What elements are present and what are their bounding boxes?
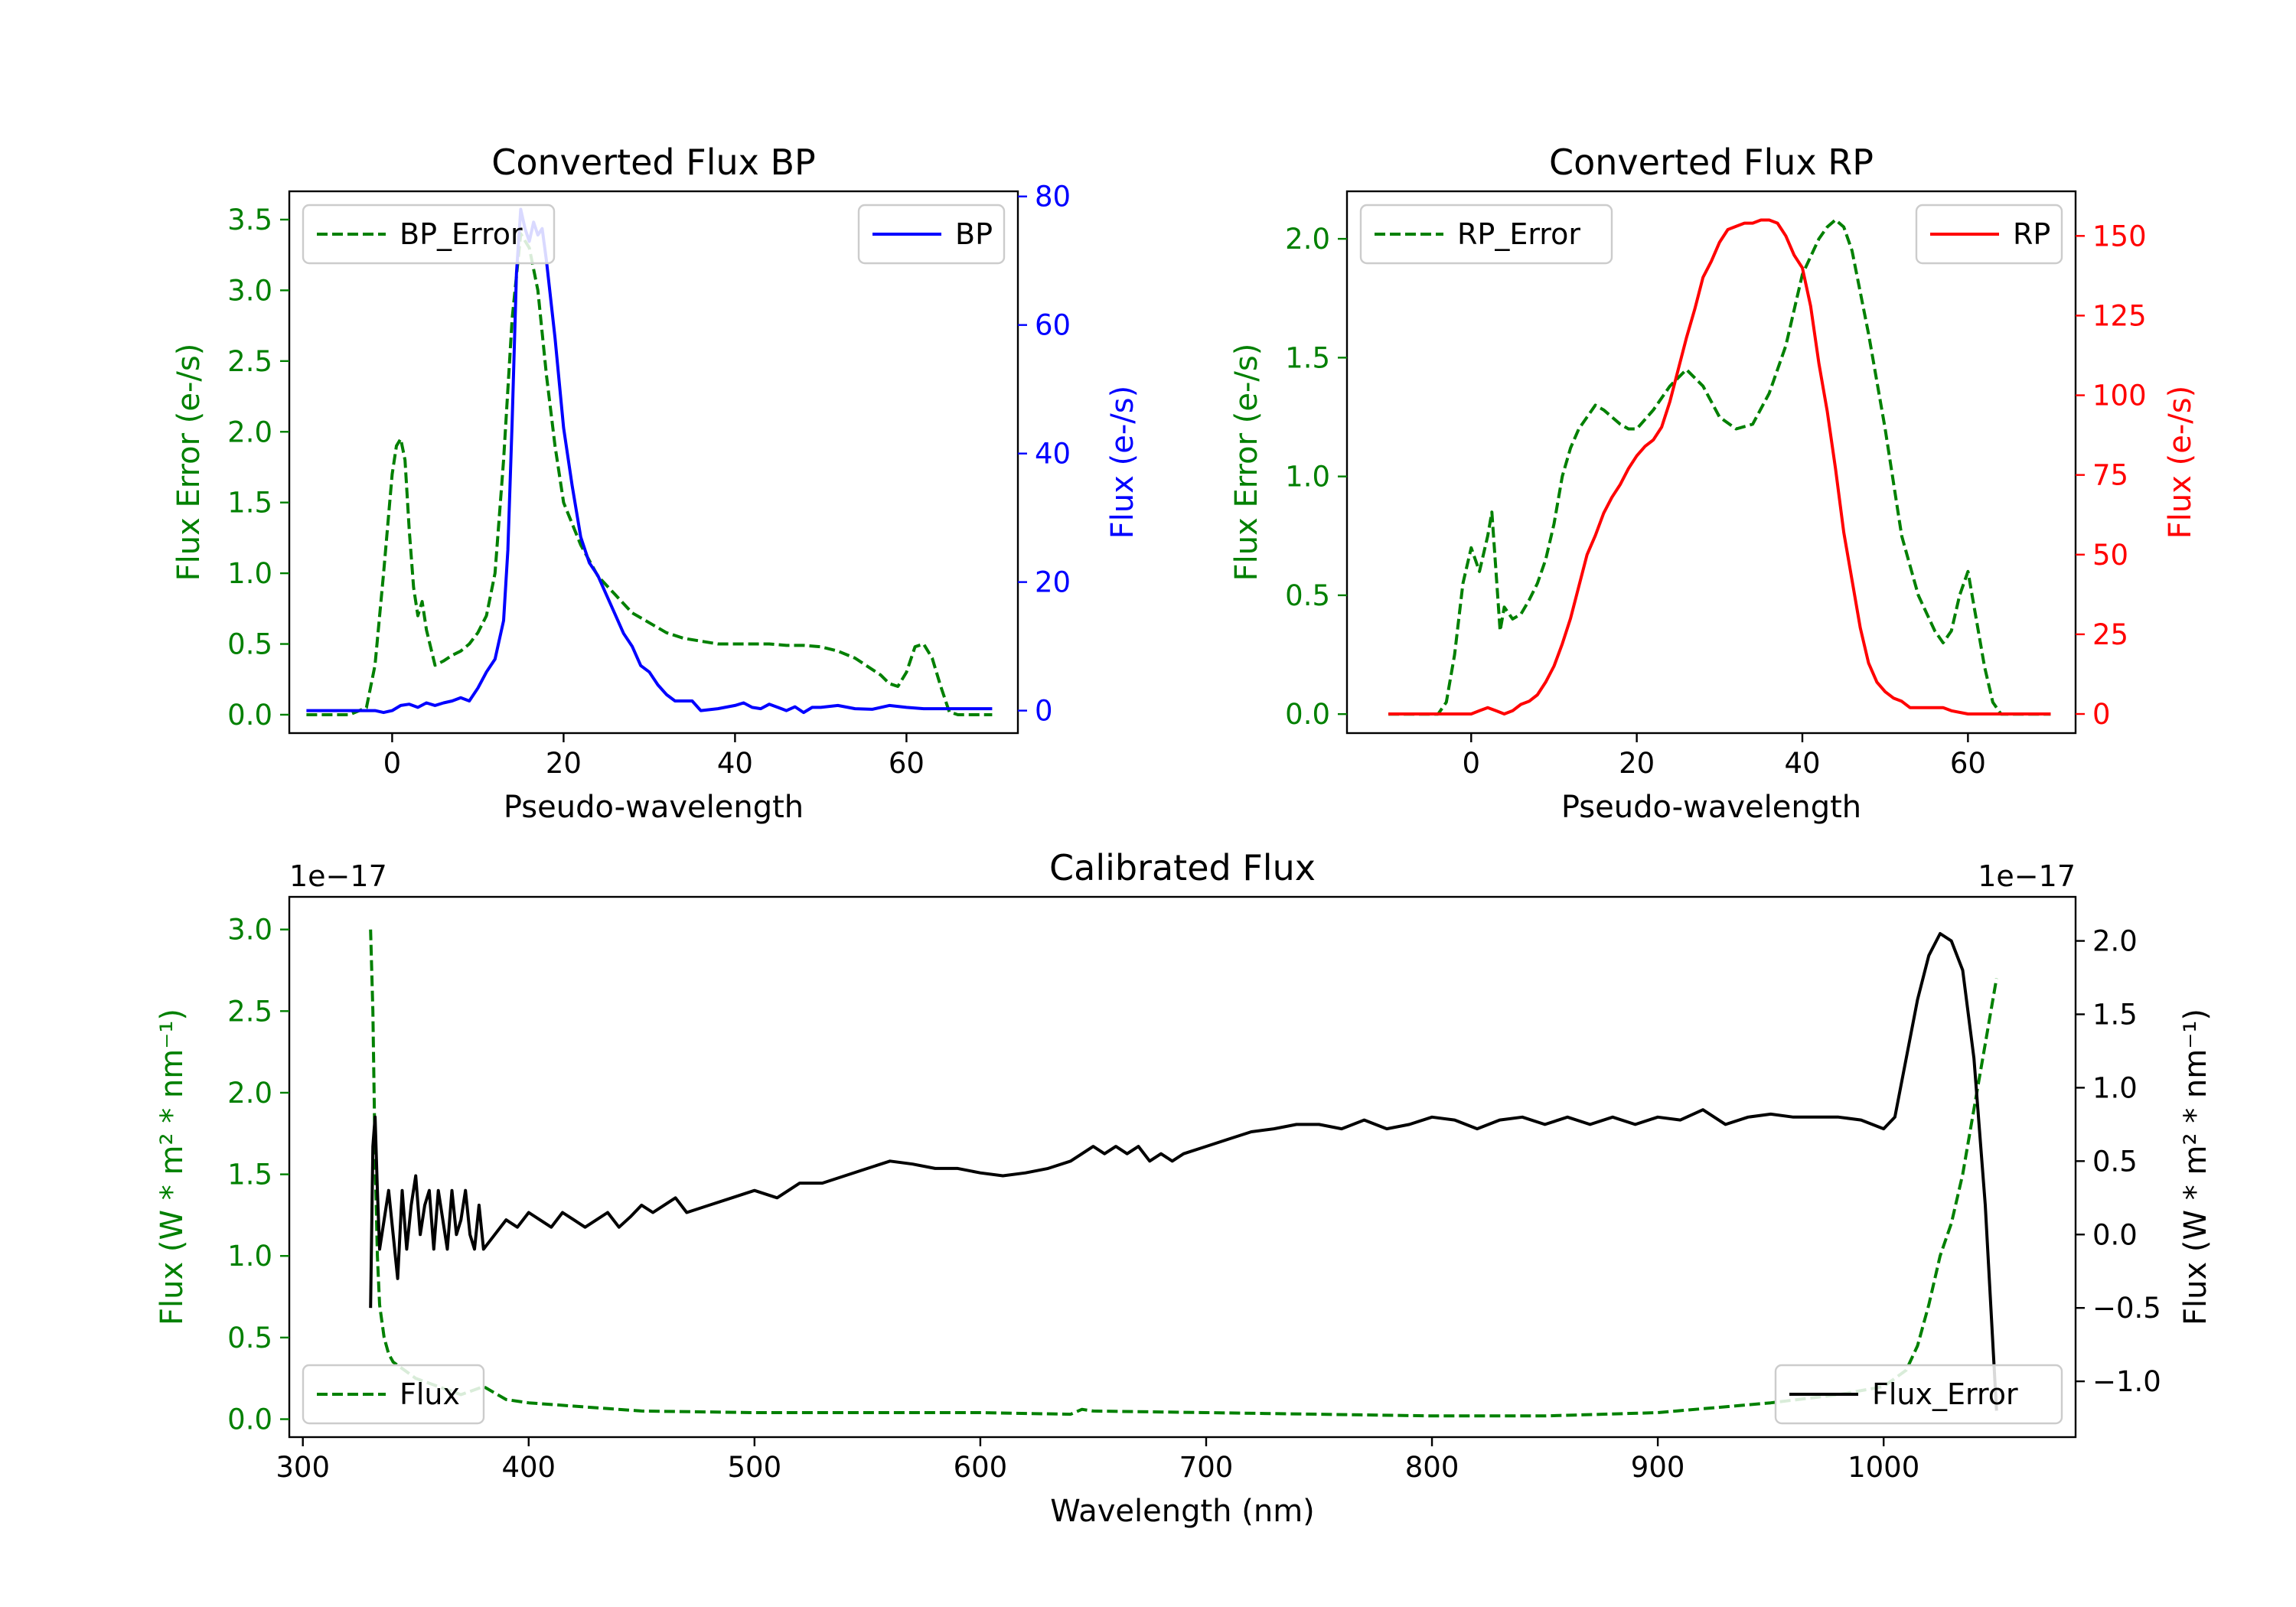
bp-chart: 0 20 40 60 0.0 0.5 1.0 1.5 2.0 2.5 3.0 3.5 0 20 40 60 80… <box>171 142 1140 825</box>
rp-ytick-right-label: 50 <box>2092 539 2128 572</box>
bp-xtick-label: 40 <box>717 747 753 780</box>
calibrated-ylabel-right: Flux (W * m² * nm⁻¹) <box>2178 1009 2213 1325</box>
rp-xtick-label: 20 <box>1619 747 1655 780</box>
bp-ytick-right-label: 80 <box>1035 181 1071 214</box>
calibrated-ytick-right-label: 0.5 <box>2092 1145 2138 1178</box>
bp-legend-left-label: BP_Error <box>400 217 523 251</box>
calibrated-ytick-left-label: 1.0 <box>227 1240 272 1273</box>
calibrated-axes-frame <box>288 895 2077 1439</box>
rp-ytick-right-label: 100 <box>2092 380 2147 412</box>
rp-legend-right-label: RP <box>2013 217 2050 251</box>
rp-ytick-right-label: 75 <box>2092 459 2128 492</box>
bp-ytick-left-label: 2.0 <box>227 416 272 448</box>
rp-ytick-right-label: 125 <box>2092 299 2147 332</box>
calibrated-legend-left: Flux <box>302 1364 485 1425</box>
calibrated-title: Calibrated Flux <box>1049 847 1316 888</box>
bp-series-bp <box>306 207 993 715</box>
rp-xtick-label: 40 <box>1784 747 1820 780</box>
bp-series-bp-error <box>306 232 993 716</box>
bp-legend-right-label: BP <box>955 217 993 251</box>
bp-legend-left-box <box>302 204 556 265</box>
calibrated-xtick-label: 500 <box>728 1451 782 1484</box>
rp-legend-right: RP <box>1915 204 2063 265</box>
rp-ytick-left-label: 1.0 <box>1285 461 1330 494</box>
calibrated-ytick-right-label: −0.5 <box>2092 1292 2161 1325</box>
calibrated-xtick-label: 1000 <box>1848 1451 1919 1484</box>
calibrated-xlabel: Wavelength (nm) <box>1050 1494 1315 1529</box>
rp-series-rp-error <box>1388 218 2051 716</box>
rp-xtick-label: 60 <box>1950 747 1986 780</box>
calibrated-ytick-left-label: 0.5 <box>227 1322 272 1354</box>
calibrated-chart: 300 400 500 600 700 800 900 1000 0.0 0.5 1.0 1.5 2.0… <box>155 847 2213 1529</box>
bp-ytick-left-label: 3.0 <box>227 274 272 307</box>
calibrated-legend-left-box <box>302 1364 485 1425</box>
bp-xtick-label: 0 <box>383 747 402 780</box>
bp-xtick-label: 60 <box>889 747 925 780</box>
bp-ytick-left-label: 1.0 <box>227 557 272 590</box>
rp-ytick-right-label: 25 <box>2092 618 2128 651</box>
calibrated-xtick-label: 600 <box>954 1451 1008 1484</box>
bp-axes-frame <box>288 190 1019 735</box>
calibrated-ytick-left-label: 2.0 <box>227 1077 272 1110</box>
rp-ytick-left-label: 0.0 <box>1285 698 1330 731</box>
calibrated-xtick-label: 700 <box>1179 1451 1234 1484</box>
bp-ytick-left-label: 0.5 <box>227 628 272 661</box>
bp-ytick-right-label: 60 <box>1035 309 1071 342</box>
rp-legend-left-box <box>1359 204 1613 265</box>
bp-ylabel-right: Flux (e-/s) <box>1105 386 1140 539</box>
bp-ytick-right-label: 20 <box>1035 566 1071 599</box>
calibrated-ytick-right-label: 1.5 <box>2092 998 2138 1031</box>
calibrated-xtick-label: 800 <box>1405 1451 1459 1484</box>
calibrated-legend-right: Flux_Error <box>1774 1364 2063 1425</box>
bp-ytick-right-label: 0 <box>1035 695 1053 728</box>
rp-ytick-left-label: 0.5 <box>1285 579 1330 612</box>
calibrated-offset-right: 1e−17 <box>1978 859 2076 893</box>
calibrated-ytick-left-label: 1.5 <box>227 1159 272 1191</box>
calibrated-ytick-right-label: 0.0 <box>2092 1218 2138 1251</box>
bp-xlabel: Pseudo-wavelength <box>504 790 804 825</box>
calibrated-legend-right-label: Flux_Error <box>1872 1377 2018 1411</box>
calibrated-offset-left: 1e−17 <box>289 859 387 893</box>
rp-ytick-left-label: 2.0 <box>1285 223 1330 256</box>
bp-ytick-left-label: 0.0 <box>227 699 272 732</box>
calibrated-legend-right-box <box>1774 1364 2063 1425</box>
rp-chart: 0 20 40 60 0.0 0.5 1.0 1.5 2.0 0 25 50 75 100 125 150 Co… <box>1229 142 2198 825</box>
rp-ylabel-left: Flux Error (e-/s) <box>1229 344 1264 582</box>
rp-xtick-label: 0 <box>1462 747 1480 780</box>
bp-legend-right: BP <box>857 204 1006 265</box>
calibrated-series-flux <box>369 932 1998 1411</box>
rp-ytick-right-label: 0 <box>2092 698 2111 731</box>
rp-ylabel-right: Flux (e-/s) <box>2163 386 2198 539</box>
rp-title: Converted Flux RP <box>1549 142 1874 183</box>
bp-title: Converted Flux BP <box>491 142 816 183</box>
rp-axes-frame <box>1345 190 2077 735</box>
calibrated-ylabel-left: Flux (W * m² * nm⁻¹) <box>155 1009 190 1325</box>
calibrated-xtick-label: 300 <box>276 1451 330 1484</box>
bp-ytick-left-label: 1.5 <box>227 487 272 520</box>
calibrated-ytick-left-label: 2.5 <box>227 995 272 1028</box>
rp-series-rp <box>1388 218 2051 715</box>
calibrated-legend-left-label: Flux <box>400 1377 460 1411</box>
calibrated-xtick-label: 900 <box>1631 1451 1685 1484</box>
calibrated-ytick-left-label: 0.0 <box>227 1403 272 1436</box>
bp-ytick-left-label: 3.5 <box>227 204 272 236</box>
rp-xlabel: Pseudo-wavelength <box>1561 790 1861 825</box>
rp-ytick-right-label: 150 <box>2092 220 2147 253</box>
bp-ytick-right-label: 40 <box>1035 438 1071 471</box>
bp-ylabel-left: Flux Error (e-/s) <box>171 344 207 582</box>
calibrated-ytick-right-label: 2.0 <box>2092 925 2138 958</box>
calibrated-ytick-right-label: 1.0 <box>2092 1071 2138 1104</box>
rp-legend-left-label: RP_Error <box>1457 217 1580 251</box>
bp-ytick-left-label: 2.5 <box>227 345 272 378</box>
rp-ytick-left-label: 1.5 <box>1285 341 1330 374</box>
calibrated-xtick-label: 400 <box>501 1451 556 1484</box>
calibrated-ytick-right-label: −1.0 <box>2092 1365 2161 1398</box>
calibrated-series-flux-error <box>369 929 1998 1418</box>
bp-legend-left: BP_Error <box>302 204 556 265</box>
rp-legend-left: RP_Error <box>1359 204 1613 265</box>
bp-xtick-label: 20 <box>546 747 582 780</box>
calibrated-ytick-left-label: 3.0 <box>227 914 272 947</box>
